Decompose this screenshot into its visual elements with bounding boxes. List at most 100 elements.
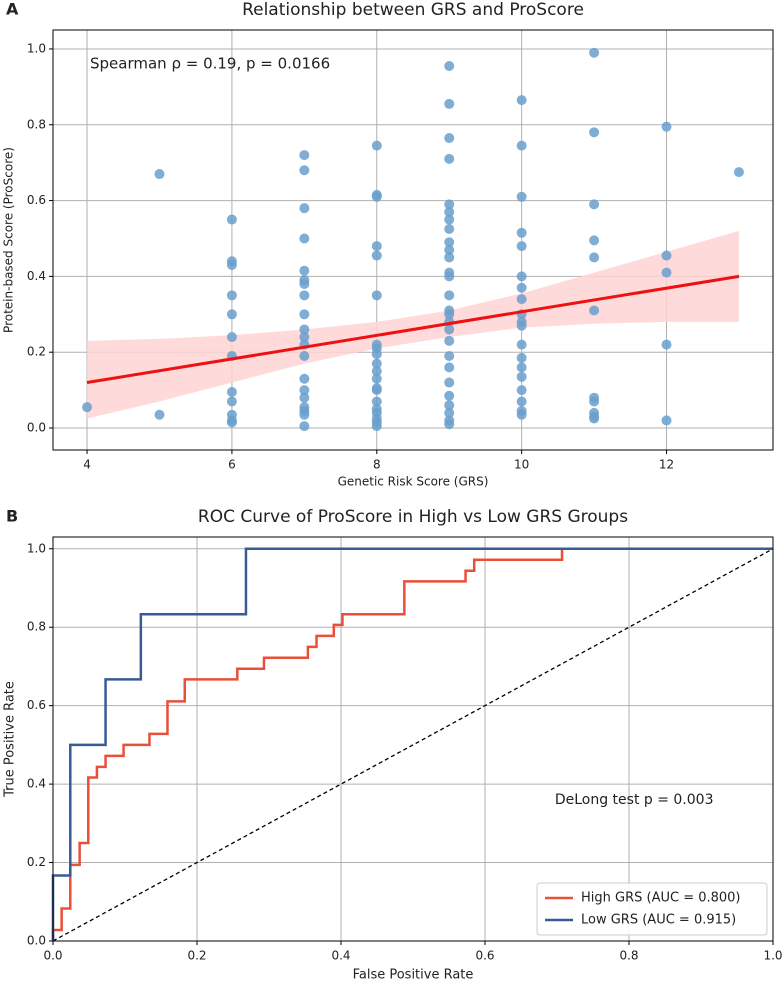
scatter-point: [371, 366, 382, 377]
confidence-band: [87, 230, 739, 419]
x-tick-label: 0.6: [475, 949, 494, 963]
scatter-point: [444, 407, 455, 418]
y-tick-label: 0.4: [27, 777, 46, 791]
scatter-point: [82, 402, 93, 413]
scatter-point: [444, 61, 455, 72]
regression-line: [86, 274, 740, 385]
y-tick-label: 0.8: [27, 117, 46, 131]
scatter-point: [661, 121, 672, 132]
x-tick-label: 0.8: [619, 949, 638, 963]
chart-title: Relationship between GRS and ProScore: [242, 0, 584, 20]
scatter-point: [589, 396, 600, 407]
scatter-point: [444, 362, 455, 373]
x-tick-label: 0.2: [187, 949, 206, 963]
scatter-point: [371, 290, 382, 301]
y-tick-label: 0.0: [27, 934, 46, 948]
y-tick-label: 0.2: [27, 345, 46, 359]
scatter-point: [299, 150, 310, 161]
scatter-point: [371, 358, 382, 369]
scatter-point: [516, 339, 527, 350]
scatter-point: [299, 392, 310, 403]
scatter-point: [226, 290, 237, 301]
scatter-point: [226, 396, 237, 407]
legend-label: Low GRS (AUC = 0.915): [581, 913, 736, 928]
scatter-point: [661, 267, 672, 278]
scatter-point: [444, 237, 455, 248]
y-tick-label: 0.6: [27, 698, 46, 712]
scatter-point: [226, 214, 237, 225]
scatter-point: [299, 373, 310, 384]
x-tick-label: 8: [373, 458, 381, 472]
y-tick-label: 0.4: [27, 269, 46, 283]
scatter-point: [299, 309, 310, 320]
scatter-point: [371, 241, 382, 252]
y-tick-label: 1.0: [27, 541, 46, 555]
scatter-point: [299, 165, 310, 176]
y-axis-label: True Positive Rate: [3, 681, 18, 798]
scatter-point: [444, 214, 455, 225]
scatter-point: [299, 421, 310, 432]
x-tick-label: 4: [83, 458, 91, 472]
panel-label: A: [6, 0, 19, 19]
scatter-point: [371, 396, 382, 407]
scatter-point: [444, 390, 455, 401]
x-axis-label: False Positive Rate: [353, 968, 474, 983]
scatter-point: [589, 127, 600, 138]
scatter-point: [154, 409, 165, 420]
scatter-point: [299, 409, 310, 420]
scatter-point: [371, 421, 382, 432]
scatter-point: [299, 324, 310, 335]
y-tick-label: 0.2: [27, 855, 46, 869]
scatter-point: [371, 250, 382, 261]
panel-label: B: [6, 507, 18, 526]
scatter-point: [299, 278, 310, 289]
scatter-point: [444, 271, 455, 282]
y-tick-label: 0.0: [27, 421, 46, 435]
scatter-point: [444, 400, 455, 411]
scatter-point: [226, 417, 237, 428]
scatter-point: [444, 335, 455, 346]
scatter-point: [589, 305, 600, 316]
annotation: DeLong test p = 0.003: [555, 792, 714, 808]
scatter-point: [154, 169, 165, 180]
scatter-point: [516, 294, 527, 305]
chart-title: ROC Curve of ProScore in High vs Low GRS…: [198, 507, 628, 527]
scatter-point: [661, 415, 672, 426]
scatter-point: [516, 95, 527, 106]
scatter-point: [299, 385, 310, 396]
scatter-point: [589, 413, 600, 424]
legend-label: High GRS (AUC = 0.800): [581, 891, 741, 906]
x-tick-label: 0.4: [331, 949, 350, 963]
scatter-point: [516, 396, 527, 407]
scatter-point: [516, 227, 527, 238]
scatter-point: [299, 290, 310, 301]
scatter-point: [516, 385, 527, 396]
scatter-point: [516, 282, 527, 293]
y-axis-label: Protein-based Score (ProScore): [2, 147, 16, 333]
scatter-point: [516, 271, 527, 282]
scatter-point: [444, 350, 455, 361]
scatter-point: [444, 199, 455, 210]
scatter-point: [444, 419, 455, 430]
scatter-point: [226, 260, 237, 271]
scatter-point: [516, 140, 527, 151]
scatter-point: [371, 191, 382, 202]
axes-frame: [52, 536, 774, 942]
scatter-point: [444, 98, 455, 109]
scatter-point: [444, 377, 455, 388]
y-tick-label: 0.6: [27, 193, 46, 207]
scatter-point: [444, 244, 455, 255]
x-tick-label: 1.0: [763, 949, 782, 963]
x-tick-label: 10: [514, 458, 529, 472]
reference-line: [52, 548, 774, 942]
x-axis-label: Genetic Risk Score (GRS): [338, 475, 489, 489]
scatter-point: [516, 241, 527, 252]
scatter-point: [444, 324, 455, 335]
scatter-point: [444, 252, 455, 263]
y-tick-label: 1.0: [27, 41, 46, 55]
scatter-point: [589, 47, 600, 58]
scatter-point: [516, 320, 527, 331]
scatter-point: [299, 332, 310, 343]
scatter-point: [661, 339, 672, 350]
scatter-point: [299, 350, 310, 361]
